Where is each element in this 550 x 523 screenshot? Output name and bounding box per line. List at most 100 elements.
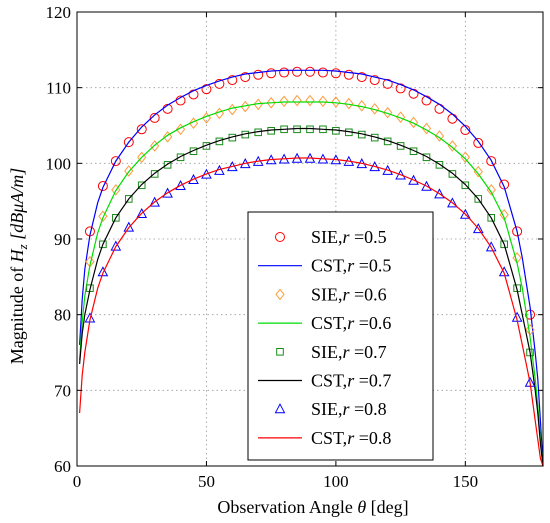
data-point [461, 181, 470, 190]
data-point [188, 117, 199, 130]
y-tick-label: 70 [54, 381, 71, 400]
data-point [98, 210, 108, 223]
legend-marker-swatch [275, 232, 285, 242]
x-tick-label: 150 [453, 472, 479, 491]
data-point [369, 75, 380, 86]
data-point [382, 164, 393, 175]
legend-label: SIE,r =0.7 [311, 342, 387, 362]
data-point [317, 67, 328, 78]
data-point [201, 112, 212, 124]
data-point [408, 116, 419, 129]
data-point [150, 170, 159, 178]
data-point [99, 240, 107, 249]
series-line [79, 157, 544, 467]
data-point [344, 97, 354, 110]
data-point [408, 88, 419, 99]
data-point [162, 187, 173, 198]
x-tick-label: 0 [73, 472, 82, 491]
legend-label: SIE,r =0.6 [311, 284, 387, 304]
data-point [305, 94, 315, 107]
data-point [395, 169, 406, 180]
data-point [422, 153, 431, 162]
data-point [292, 66, 303, 77]
data-point [434, 103, 445, 114]
data-point [460, 208, 471, 219]
series-6 [79, 127, 544, 467]
series-4 [79, 101, 544, 467]
data-point [356, 72, 367, 83]
legend-marker-swatch [274, 403, 286, 414]
data-point [227, 75, 238, 86]
data-point [189, 147, 198, 156]
data-point [434, 130, 445, 142]
data-point [498, 266, 510, 277]
data-point [500, 240, 508, 249]
data-point [279, 95, 289, 108]
data-point [447, 140, 458, 152]
series-3 [85, 94, 535, 336]
data-point [383, 106, 393, 119]
series-1 [84, 66, 536, 320]
data-point [110, 156, 121, 167]
data-point [472, 223, 484, 234]
data-point [473, 137, 484, 148]
legend-label: CST,r =0.5 [311, 256, 391, 276]
data-point [447, 197, 458, 208]
y-tick-label: 120 [46, 3, 72, 22]
data-point [279, 67, 290, 78]
data-point [382, 78, 393, 89]
data-point [110, 240, 122, 251]
data-point [395, 83, 406, 94]
data-point [112, 214, 120, 222]
data-point [421, 122, 432, 135]
data-point [124, 195, 133, 203]
data-point [293, 125, 301, 134]
data-point [188, 89, 199, 100]
data-point [201, 84, 212, 95]
data-point [408, 174, 419, 185]
axis-ticks [76, 11, 543, 467]
y-tick-labels: 60 70 80 90 100 110 120 [46, 3, 72, 476]
data-point [253, 69, 264, 80]
data-point [137, 181, 146, 190]
series-line [79, 127, 544, 467]
x-tick-labels: 0 50 100 150 [73, 472, 478, 491]
y-tick-label: 90 [54, 230, 71, 249]
data-point [266, 68, 277, 79]
data-point [409, 147, 418, 156]
x-tick-label: 100 [323, 472, 349, 491]
y-tick-label: 60 [54, 457, 71, 476]
series-line [79, 101, 544, 467]
data-point [123, 137, 134, 148]
data-point [421, 180, 432, 191]
data-point [97, 181, 108, 192]
data-point [318, 95, 328, 108]
data-point [111, 184, 121, 196]
legend-label: CST,r =0.6 [311, 313, 391, 333]
legend-box [247, 211, 434, 461]
data-point [175, 179, 186, 191]
legend-marker-swatch [276, 348, 284, 356]
x-axis-label: Observation Angle θ [deg] [217, 497, 408, 517]
legend: SIE,r =0.5 CST,r =0.5 SIE,r =0.6 CST,r =0.6… [247, 211, 434, 461]
y-tick-label: 100 [46, 154, 72, 173]
data-point [434, 188, 445, 199]
legend-marker-swatch [275, 288, 285, 301]
data-point [330, 68, 341, 79]
data-point [460, 151, 470, 164]
data-point [136, 207, 148, 219]
data-point [473, 165, 483, 178]
data-point [435, 161, 444, 169]
data-point [343, 69, 354, 80]
data-point [448, 170, 457, 178]
data-point [306, 125, 314, 134]
data-point [240, 72, 251, 83]
data-point [162, 131, 173, 143]
data-point [149, 196, 160, 207]
data-point [163, 161, 172, 169]
legend-label: SIE,r =0.8 [311, 399, 387, 419]
data-point [499, 179, 510, 190]
data-point [357, 100, 367, 112]
data-point [253, 98, 263, 111]
data-point [266, 96, 276, 109]
